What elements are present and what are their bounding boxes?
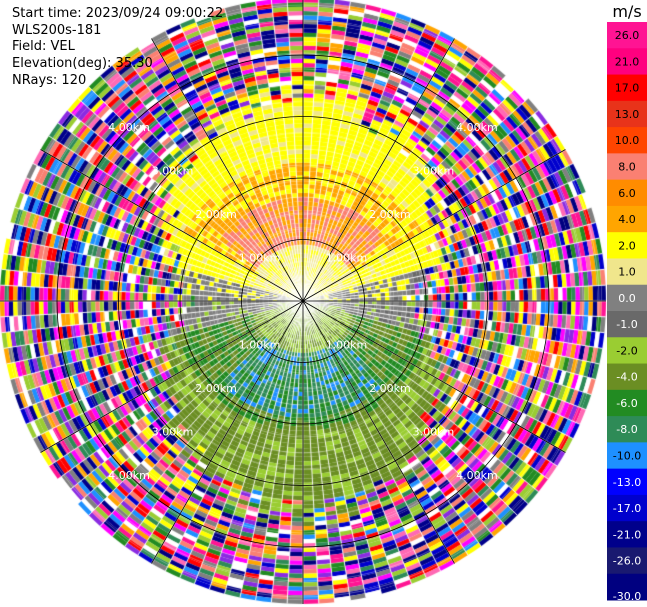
range-ring-label: 1.00km	[239, 338, 281, 351]
colorbar-swatch	[607, 205, 647, 233]
range-ring-label: 1.00km	[326, 338, 368, 351]
radial-spoke	[302, 300, 455, 564]
radial-spoke	[40, 149, 304, 302]
scan-info-block: Start time: 2023/09/24 09:00:22 WLS200s-…	[12, 6, 223, 90]
range-ring	[56, 54, 550, 548]
range-ring-label: 1.00km	[239, 252, 281, 265]
radial-spoke	[40, 300, 304, 453]
range-ring-label: 2.00km	[195, 382, 237, 395]
colorbar-tick-label: 4.0	[618, 213, 636, 226]
colorbar-tick-label: 17.0	[615, 82, 640, 95]
colorbar-swatch	[607, 389, 647, 417]
colorbar-tick-label: -2.0	[616, 344, 637, 357]
colorbar-tick-label: 6.0	[618, 187, 636, 200]
range-ring-label: 3.00km	[413, 165, 455, 178]
range-ring-label: 2.00km	[369, 208, 411, 221]
radial-spoke	[302, 149, 566, 302]
colorbar-tick-label: -4.0	[616, 371, 637, 384]
range-ring-label: 3.00km	[152, 425, 194, 438]
radial-spoke	[151, 300, 304, 564]
colorbar-swatch	[607, 363, 647, 391]
colorbar-tick-label: -10.0	[613, 450, 641, 463]
colorbar-tick-label: -8.0	[616, 423, 637, 436]
range-ring-label: 3.00km	[413, 425, 455, 438]
colorbar-swatch	[607, 22, 647, 49]
range-ring-label: 4.00km	[456, 121, 498, 134]
nrays-text: NRays: 120	[12, 73, 87, 88]
colorbar-swatch	[607, 153, 647, 181]
colorbar-tick-label: -26.0	[613, 555, 641, 568]
colorbar-swatch	[607, 547, 647, 575]
radial-spoke	[151, 38, 304, 302]
colorbar-swatch	[607, 468, 647, 496]
colorbar-swatch	[607, 48, 647, 76]
colorbar-unit: m/s	[612, 2, 641, 21]
colorbar-tick-label: 8.0	[618, 161, 636, 174]
range-ring	[179, 177, 427, 425]
field-text: Field: VEL	[12, 39, 75, 54]
colorbar-swatch	[607, 521, 647, 548]
colorbar-swatch	[607, 311, 647, 338]
colorbar-tick-label: -1.0	[616, 318, 637, 331]
range-ring	[241, 239, 365, 363]
colorbar-tick-label: -21.0	[613, 528, 641, 541]
colorbar-swatch	[607, 232, 647, 259]
colorbar-swatch	[607, 258, 647, 286]
range-ring-label: 4.00km	[108, 121, 150, 134]
colorbar-tick-label: 2.0	[618, 239, 636, 252]
colorbar-swatch	[607, 100, 647, 128]
radial-spoke	[302, 38, 455, 302]
colorbar-swatch	[607, 337, 647, 365]
colorbar-tick-label: 1.0	[618, 266, 636, 279]
instrument-text: WLS200s-181	[12, 22, 102, 38]
colorbar-tick-label: 13.0	[615, 108, 640, 121]
colorbar-tick-label: 26.0	[615, 29, 640, 42]
colorbar-swatch	[607, 127, 647, 154]
range-ring-label: 4.00km	[108, 469, 150, 482]
colorbar-swatch	[607, 284, 647, 312]
colorbar-swatch	[607, 573, 647, 601]
colorbar-tick-label: 21.0	[615, 55, 640, 68]
range-ring-label: 3.00km	[152, 165, 194, 178]
colorbar-tick-label: -6.0	[616, 397, 637, 410]
colorbar-tick-label: -13.0	[613, 476, 641, 489]
start-time-text: Start time: 2023/09/24 09:00:22	[12, 6, 224, 21]
range-ring	[118, 116, 488, 486]
colorbar-tick-label: 0.0	[618, 292, 636, 305]
colorbar-swatch	[607, 442, 647, 470]
range-ring-label: 1.00km	[326, 252, 368, 265]
colorbar-swatch	[607, 494, 647, 522]
range-ring-label: 2.00km	[369, 382, 411, 395]
colorbar-tick-label: 10.0	[615, 134, 640, 147]
elevation-text: Elevation(deg): 35.30	[12, 55, 153, 71]
colorbar-tick-label: -17.0	[613, 502, 641, 515]
colorbar-swatch	[607, 416, 647, 443]
colorbar-tick-label: -30.0	[613, 590, 641, 603]
range-ring-label: 2.00km	[195, 208, 237, 221]
colorbar-swatch	[607, 179, 647, 207]
range-ring-label: 4.00km	[456, 469, 498, 482]
colorbar-swatch	[607, 74, 647, 102]
radial-spoke	[302, 300, 566, 453]
